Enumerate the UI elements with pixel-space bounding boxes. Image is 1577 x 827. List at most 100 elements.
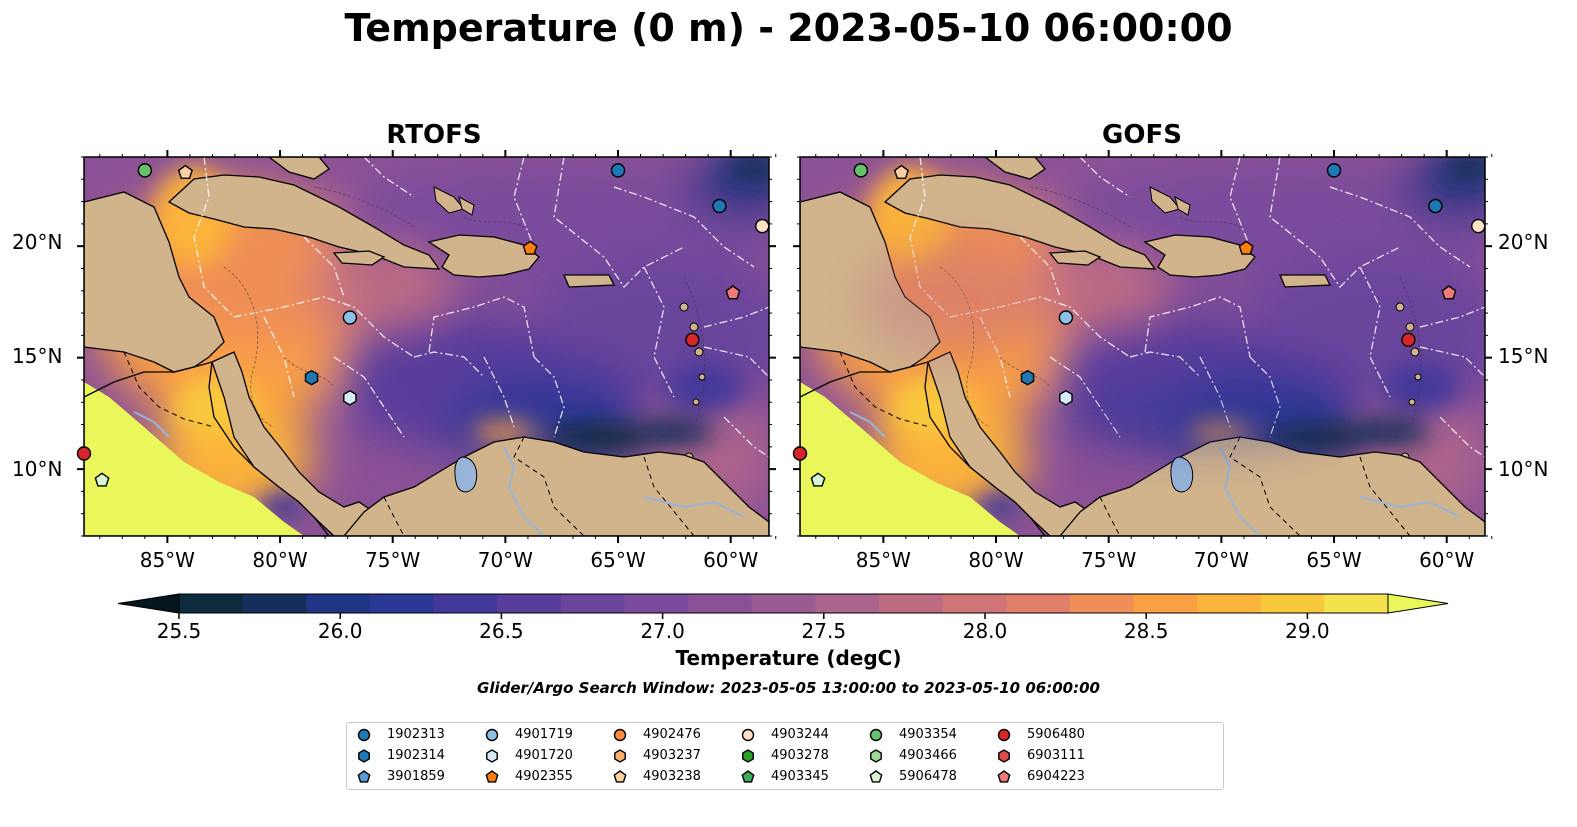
lon-tick-label: 70°W [1193,548,1249,572]
platform-marker-5906480 [1401,332,1416,348]
figure-title: Temperature (0 m) - 2023-05-10 06:00:00 [344,6,1233,50]
colorbar-segment [1069,594,1134,613]
platform-marker-5906478 [810,472,826,487]
lat-tick-label: 10°N [1498,457,1549,481]
legend-marker [997,769,1011,783]
legend-label: 4903466 [899,748,957,763]
legend-marker [997,728,1011,741]
lon-tick-label: 80°W [968,548,1024,572]
colorbar-segment [1260,594,1325,613]
lon-tick-label: 65°W [590,548,646,572]
pentagon-marker-icon [357,769,371,783]
colorbar-segment [369,594,435,613]
platform-marker-4901720 [343,389,357,406]
platform-legend: 1902313 1902314 3901859 4901719 4901720 49023… [346,722,1224,790]
legend-label: 4903278 [771,748,829,763]
pentagon-marker-icon [485,769,499,783]
gofs-map-frame [799,156,1486,537]
colorbar-extend-high [1387,593,1449,614]
lon-tick-label: 70°W [477,548,533,572]
legend-label: 4903244 [771,727,829,742]
platform-marker-4903354 [137,163,153,178]
legend-item: 1902313 [357,726,445,744]
legend-item: 4901719 [485,726,573,744]
colorbar-tick-label: 27.0 [640,619,685,643]
platform-marker-1902313 [1326,163,1342,178]
pentagon-marker-icon [997,769,1011,783]
platform-marker-1902313 [712,198,727,214]
platform-marker-1902314 [1020,369,1035,386]
legend-marker [998,748,1010,763]
legend-label: 6903111 [1027,748,1085,763]
legend-item: 4903278 [741,747,829,765]
colorbar-segment [560,594,625,613]
legend-item: 3901859 [357,768,445,786]
legend-marker [357,769,371,783]
colorbar-segment [942,594,1007,613]
legend-marker [742,748,754,763]
legend-marker [613,728,627,741]
legend-marker [485,728,499,741]
platform-marker-5906478 [94,472,110,487]
platform-marker-1902314 [304,369,319,386]
circle-marker-icon [869,728,883,741]
platform-marker-5906480 [76,446,92,461]
platform-marker-4901719 [1058,310,1074,325]
circle-marker-icon [741,728,755,741]
legend-marker [869,728,883,741]
pentagon-marker-icon [613,769,627,783]
hexagon-marker-icon [358,748,370,763]
lon-tick-label: 60°W [1419,548,1475,572]
platform-marker-5906480 [792,446,808,461]
rtofs-map-frame [83,156,770,537]
circle-marker-icon [485,728,499,741]
legend-label: 4901720 [515,748,573,763]
legend-item: 4903238 [613,768,701,786]
colorbar-segment [688,594,753,613]
colorbar-segment [497,594,562,613]
legend-item: 4903244 [741,726,829,744]
platform-marker-4903244 [1471,218,1486,234]
colorbar-frame [178,593,1389,614]
legend-item: 4903345 [741,768,829,786]
lat-tick-label: 20°N [12,230,63,254]
lon-tick-label: 85°W [855,548,911,572]
colorbar-tick-label: 25.5 [156,619,202,643]
hexagon-marker-icon [742,748,754,763]
lon-tick-label: 80°W [252,548,308,572]
platform-marker-6904223 [725,285,741,300]
circle-marker-icon [613,728,627,741]
hexagon-marker-icon [870,748,882,763]
legend-item: 4903237 [613,747,701,765]
platform-marker-6904223 [1441,285,1457,300]
colorbar-segment [751,594,816,613]
colorbar-segment [624,594,689,613]
rtofs-platform-markers [76,163,770,487]
legend-item: 6903111 [997,747,1085,765]
colorbar-segment [878,594,944,613]
circle-marker-icon [997,728,1011,741]
lon-tick-label: 85°W [139,548,195,572]
legend-marker [357,728,371,741]
colorbar-segment [1006,594,1071,613]
gofs-platform-markers [792,163,1486,487]
legend-marker [358,748,370,763]
colorbar-extend-low [117,593,180,614]
platform-marker-4903244 [755,218,770,234]
map-axes [77,150,1493,543]
colorbar-segment [179,594,244,613]
colorbar-tick-label: 27.5 [801,619,847,643]
legend-item: 4902476 [613,726,701,744]
legend-item: 4903466 [869,747,957,765]
legend-label: 4903354 [899,727,957,742]
platform-marker-4903238 [177,164,193,180]
platform-marker-4901719 [342,310,358,325]
colorbar-segment [1133,594,1198,613]
lon-tick-label: 65°W [1306,548,1362,572]
colorbar-tick-label: 28.5 [1123,619,1169,643]
colorbar-tick-label: 26.0 [317,619,363,643]
legend-marker [870,748,882,763]
platform-marker-4901720 [1059,389,1073,406]
colorbar-segment [433,594,498,613]
lat-tick-label: 15°N [12,344,63,368]
